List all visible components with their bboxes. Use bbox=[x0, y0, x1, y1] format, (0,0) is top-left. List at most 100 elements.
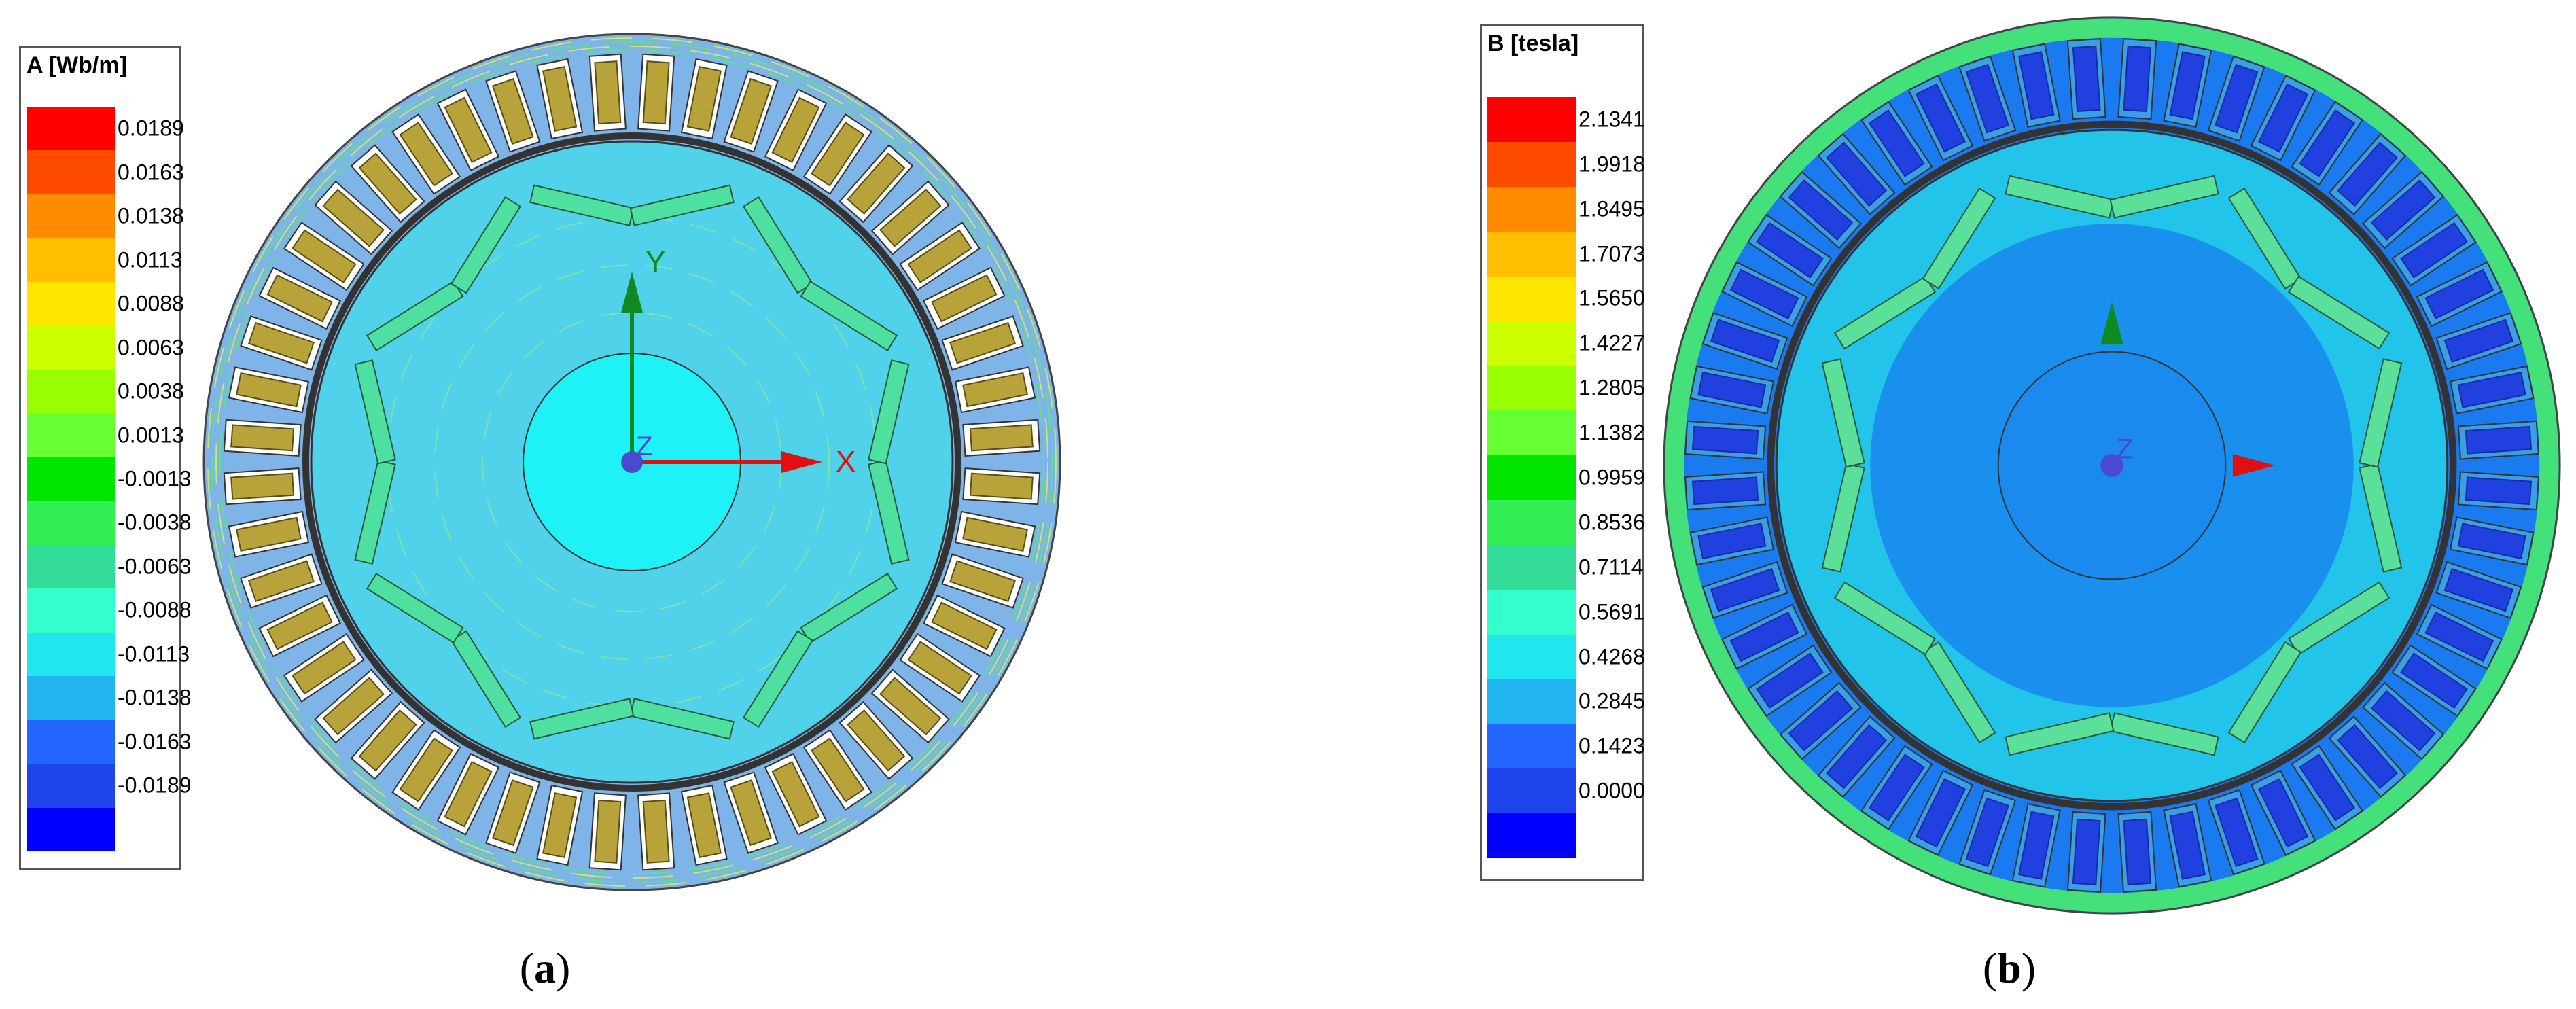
legend-tick-label: 0.0038 bbox=[118, 378, 184, 404]
winding-coil bbox=[542, 792, 578, 858]
winding-coil bbox=[686, 792, 722, 858]
winding-coil bbox=[292, 641, 357, 695]
legend-tick-label: 1.4227 bbox=[1578, 330, 1645, 355]
legend-a-title: A [Wb/m] bbox=[27, 52, 127, 78]
legend-swatch bbox=[1487, 186, 1576, 232]
winding-coil bbox=[2457, 372, 2526, 408]
legend-swatch bbox=[27, 676, 115, 721]
permanent-magnet bbox=[529, 698, 635, 740]
legend-tick-label: 1.1382 bbox=[1578, 420, 1645, 445]
winding-coil bbox=[230, 424, 295, 452]
legend-tick-label: 0.5691 bbox=[1578, 599, 1645, 624]
winding-coil bbox=[236, 372, 302, 408]
legend-tick-label: 2.1341 bbox=[1578, 107, 1645, 132]
z-axis-origin bbox=[621, 451, 643, 473]
legend-swatch bbox=[1487, 231, 1576, 277]
subfigure-label-b: (b) bbox=[1982, 944, 2036, 992]
legend-swatch bbox=[1487, 679, 1576, 724]
winding-coil bbox=[931, 601, 998, 650]
legend-swatch bbox=[27, 764, 115, 809]
winding-coil bbox=[491, 77, 534, 145]
winding-coil bbox=[1915, 83, 1966, 153]
winding-coil bbox=[2424, 611, 2494, 662]
legend-b-colorbar bbox=[1487, 97, 1576, 859]
stator-yoke-band bbox=[1665, 18, 2559, 913]
legend-swatch bbox=[27, 325, 115, 370]
permanent-magnet bbox=[2005, 712, 2115, 756]
legend-tick-label: 0.0013 bbox=[118, 423, 184, 448]
winding-coil bbox=[358, 709, 417, 772]
x-axis-label: X bbox=[836, 445, 855, 478]
legend-swatch bbox=[1487, 768, 1576, 814]
permanent-magnet bbox=[2287, 275, 2390, 350]
legend-b-title: B [tesla] bbox=[1487, 31, 1579, 56]
winding-coil bbox=[811, 737, 865, 802]
motor-b-flux-density-map: Z bbox=[1663, 16, 2561, 915]
winding-coil bbox=[491, 779, 534, 847]
legend-swatch bbox=[1487, 544, 1576, 590]
winding-coil bbox=[358, 152, 417, 215]
subfigure-letter-a: a bbox=[534, 944, 556, 992]
winding-coil bbox=[2169, 811, 2206, 880]
z-axis-label: Z bbox=[2116, 433, 2134, 465]
winding-coil bbox=[686, 66, 722, 132]
legend-swatch bbox=[1487, 634, 1576, 679]
legend-tick-label: 0.0088 bbox=[118, 291, 184, 316]
y-axis-label: Y bbox=[646, 245, 665, 279]
winding-coil bbox=[962, 372, 1028, 408]
winding-coil bbox=[2169, 51, 2206, 120]
winding-coil bbox=[2215, 63, 2259, 134]
legend-swatch bbox=[27, 457, 115, 501]
air-gap-ring bbox=[302, 132, 961, 792]
legend-a-colorbar bbox=[27, 107, 115, 852]
winding-coil bbox=[2336, 141, 2399, 207]
winding-coil bbox=[2443, 319, 2514, 363]
legend-tick-label: 1.2805 bbox=[1578, 375, 1645, 400]
winding-coil bbox=[1825, 724, 1888, 790]
winding-coil bbox=[949, 321, 1017, 364]
legend-b: B [tesla] 2.1341 1.9918 1.8495 1.7073 1.5650… bbox=[1480, 24, 1645, 881]
z-axis-origin bbox=[2100, 454, 2123, 477]
winding-coil bbox=[2457, 523, 2526, 559]
legend-swatch bbox=[27, 807, 115, 852]
y-axis-arrow bbox=[621, 272, 643, 313]
winding-coil bbox=[1788, 690, 1854, 752]
legend-tick-label: -0.0088 bbox=[118, 597, 192, 622]
legend-tick-label: 1.5650 bbox=[1578, 285, 1645, 311]
flux-contour bbox=[207, 37, 1057, 887]
y-axis-arrow bbox=[2100, 302, 2123, 345]
winding-coil bbox=[322, 188, 385, 247]
legend-tick-label: 0.0189 bbox=[118, 116, 184, 141]
winding-coil bbox=[1868, 754, 1925, 821]
winding-coil bbox=[730, 77, 773, 145]
legend-tick-label: -0.0013 bbox=[118, 466, 192, 491]
permanent-magnet bbox=[450, 196, 522, 294]
legend-swatch bbox=[27, 238, 115, 283]
legend-tick-label: 0.4268 bbox=[1578, 644, 1645, 669]
winding-coil bbox=[2018, 51, 2055, 120]
legend-swatch bbox=[1487, 410, 1576, 456]
winding-coil bbox=[962, 516, 1028, 552]
winding-coil bbox=[2257, 83, 2309, 153]
winding-coil bbox=[2424, 268, 2494, 320]
winding-coil bbox=[969, 472, 1034, 500]
legend-tick-label: 0.0163 bbox=[118, 160, 184, 185]
winding-coil bbox=[1965, 797, 2009, 868]
z-axis-label: Z bbox=[636, 431, 652, 461]
legend-tick-label: -0.0189 bbox=[118, 773, 192, 798]
legend-swatch bbox=[27, 501, 115, 546]
winding-coil bbox=[266, 274, 333, 323]
legend-swatch bbox=[27, 413, 115, 458]
winding-coil bbox=[2336, 724, 2399, 790]
permanent-magnet bbox=[1922, 187, 1996, 290]
legend-tick-label: 1.8495 bbox=[1578, 196, 1645, 222]
winding-coil bbox=[2370, 179, 2436, 241]
winding-coil bbox=[1868, 109, 1925, 177]
legend-tick-label: -0.0163 bbox=[118, 729, 192, 754]
winding-coil bbox=[2465, 476, 2533, 506]
permanent-magnet bbox=[629, 184, 735, 226]
legend-swatch bbox=[1487, 455, 1576, 501]
winding-coil bbox=[230, 472, 295, 500]
flux-contour bbox=[219, 50, 1044, 874]
permanent-magnet bbox=[1833, 581, 1937, 656]
